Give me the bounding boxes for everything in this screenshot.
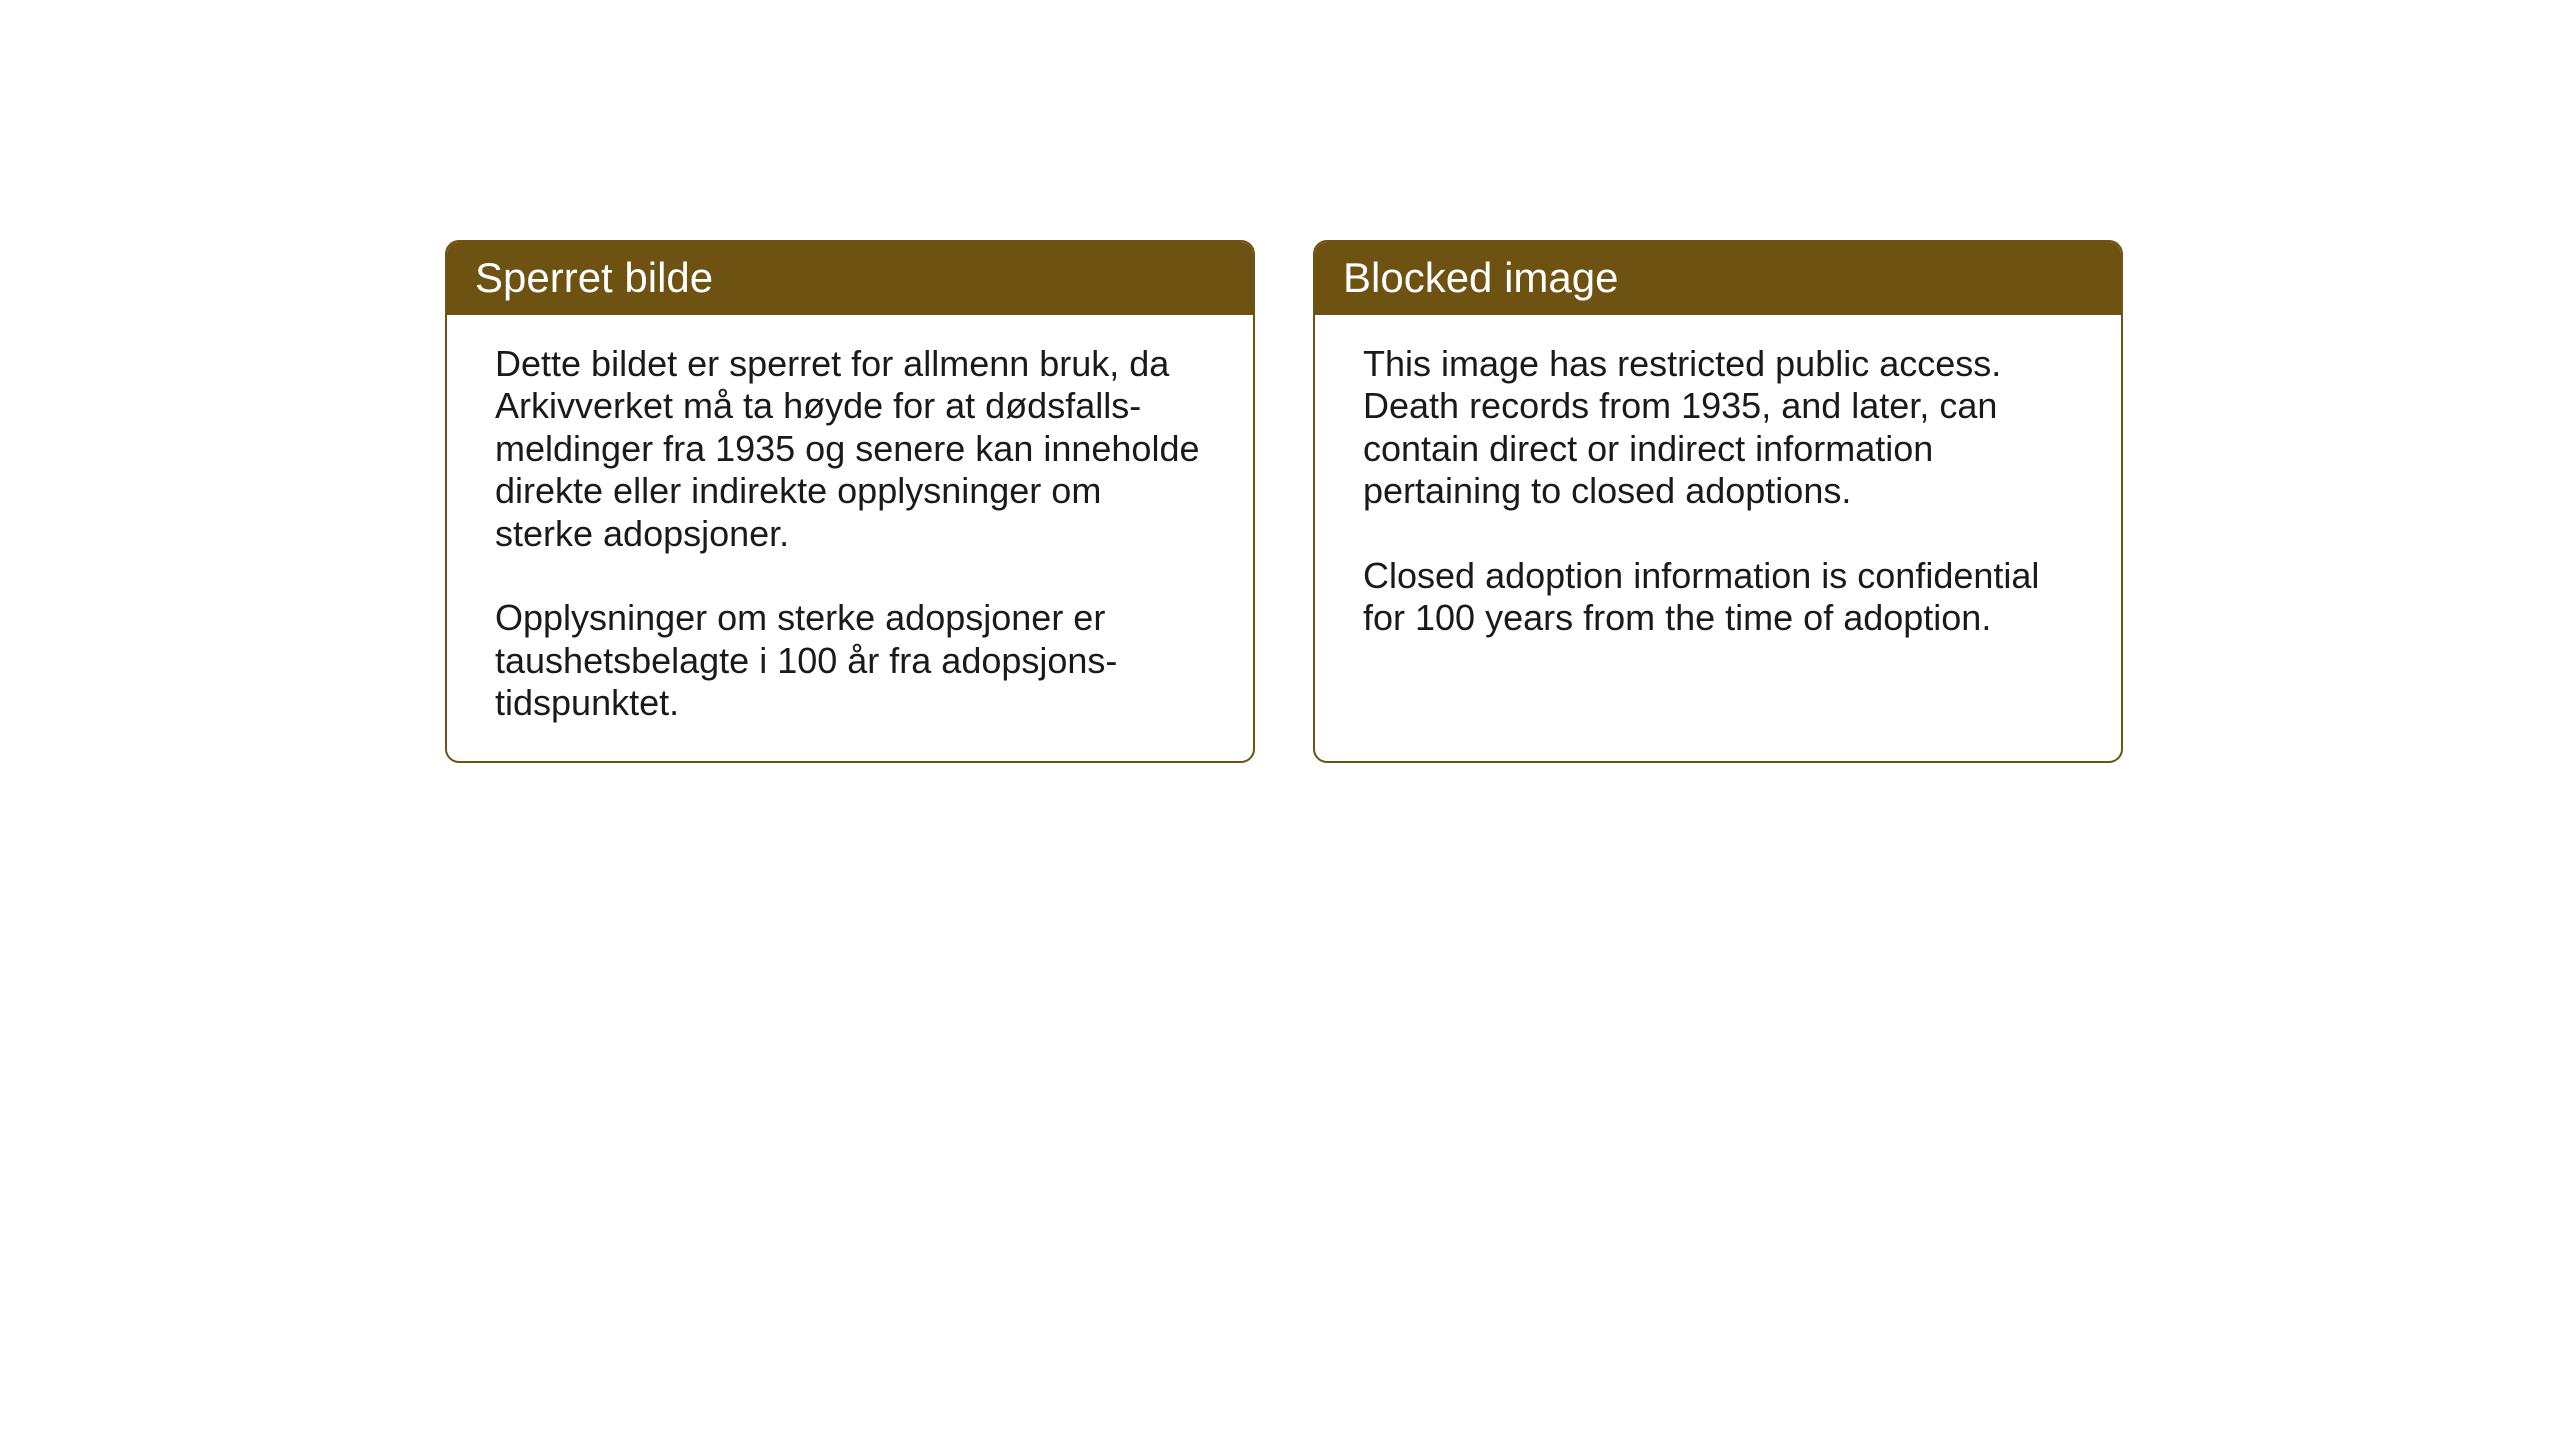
notice-paragraph-2-english: Closed adoption information is confident… <box>1363 555 2073 640</box>
notice-paragraph-1-english: This image has restricted public access.… <box>1363 343 2073 513</box>
notice-body-english: This image has restricted public access.… <box>1315 315 2121 676</box>
notice-title-english: Blocked image <box>1343 254 1618 301</box>
notice-header-english: Blocked image <box>1315 242 2121 315</box>
notice-paragraph-1-norwegian: Dette bildet er sperret for allmenn bruk… <box>495 343 1205 555</box>
notice-paragraph-2-norwegian: Opplysninger om sterke adopsjoner er tau… <box>495 597 1205 724</box>
notice-title-norwegian: Sperret bilde <box>475 254 713 301</box>
notice-header-norwegian: Sperret bilde <box>447 242 1253 315</box>
notice-card-english: Blocked image This image has restricted … <box>1313 240 2123 763</box>
notice-container: Sperret bilde Dette bildet er sperret fo… <box>445 240 2123 763</box>
notice-card-norwegian: Sperret bilde Dette bildet er sperret fo… <box>445 240 1255 763</box>
notice-body-norwegian: Dette bildet er sperret for allmenn bruk… <box>447 315 1253 761</box>
